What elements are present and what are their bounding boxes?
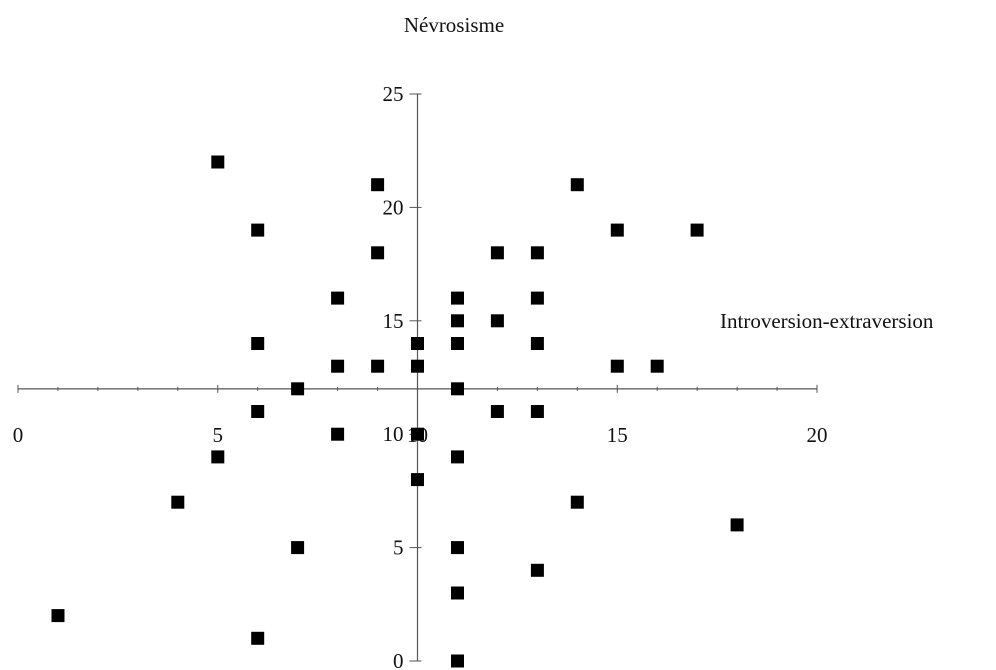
data-point <box>650 359 664 373</box>
data-point <box>411 473 424 487</box>
x-tick-label: 20 <box>807 423 828 447</box>
data-point <box>490 314 504 328</box>
y-tick-label: 10 <box>383 422 404 446</box>
data-point <box>610 223 624 237</box>
data-point <box>530 291 544 305</box>
data-point <box>570 178 584 192</box>
data-point <box>291 382 305 396</box>
data-point <box>411 427 424 441</box>
data-point <box>371 178 385 192</box>
x-tick-label: 5 <box>213 423 224 447</box>
data-point <box>570 495 584 509</box>
data-point <box>291 541 305 555</box>
data-point <box>51 609 65 623</box>
data-point <box>530 563 544 577</box>
data-point <box>451 314 464 328</box>
data-point <box>690 223 704 237</box>
y-tick-label: 5 <box>393 536 404 560</box>
data-point <box>451 586 464 600</box>
data-point <box>451 337 464 350</box>
data-point <box>530 405 544 418</box>
data-point <box>530 337 544 350</box>
y-tick-label: 20 <box>383 195 404 219</box>
data-point <box>451 450 464 464</box>
data-point <box>490 246 504 260</box>
data-point <box>251 631 265 645</box>
x-tick-label: 15 <box>607 423 628 447</box>
y-tick-label: 0 <box>393 649 404 670</box>
data-point <box>331 291 345 305</box>
data-point <box>251 405 265 418</box>
x-tick-label: 0 <box>13 423 24 447</box>
data-point <box>451 382 464 396</box>
data-points <box>51 155 744 668</box>
data-point <box>451 291 464 305</box>
data-point <box>331 427 345 441</box>
data-point <box>730 518 744 532</box>
x-axis-title: Introversion-extraversion <box>720 309 934 333</box>
data-point <box>251 223 265 237</box>
data-point <box>451 541 464 555</box>
data-point <box>411 337 424 350</box>
data-point <box>371 246 385 260</box>
y-tick-label: 15 <box>383 309 404 333</box>
data-point <box>610 359 624 373</box>
data-point <box>530 246 544 260</box>
data-point <box>171 495 185 509</box>
data-point <box>211 155 225 169</box>
y-ticks: 0 5 10 15 20 25 <box>383 82 422 670</box>
data-point <box>411 359 424 373</box>
data-point <box>490 405 504 418</box>
data-point <box>371 359 385 373</box>
data-point <box>211 450 225 464</box>
y-axis-title: Névrosisme <box>404 13 504 37</box>
data-point <box>451 654 464 668</box>
y-tick-label: 25 <box>383 82 404 106</box>
data-point <box>251 337 265 350</box>
data-point <box>331 359 345 373</box>
